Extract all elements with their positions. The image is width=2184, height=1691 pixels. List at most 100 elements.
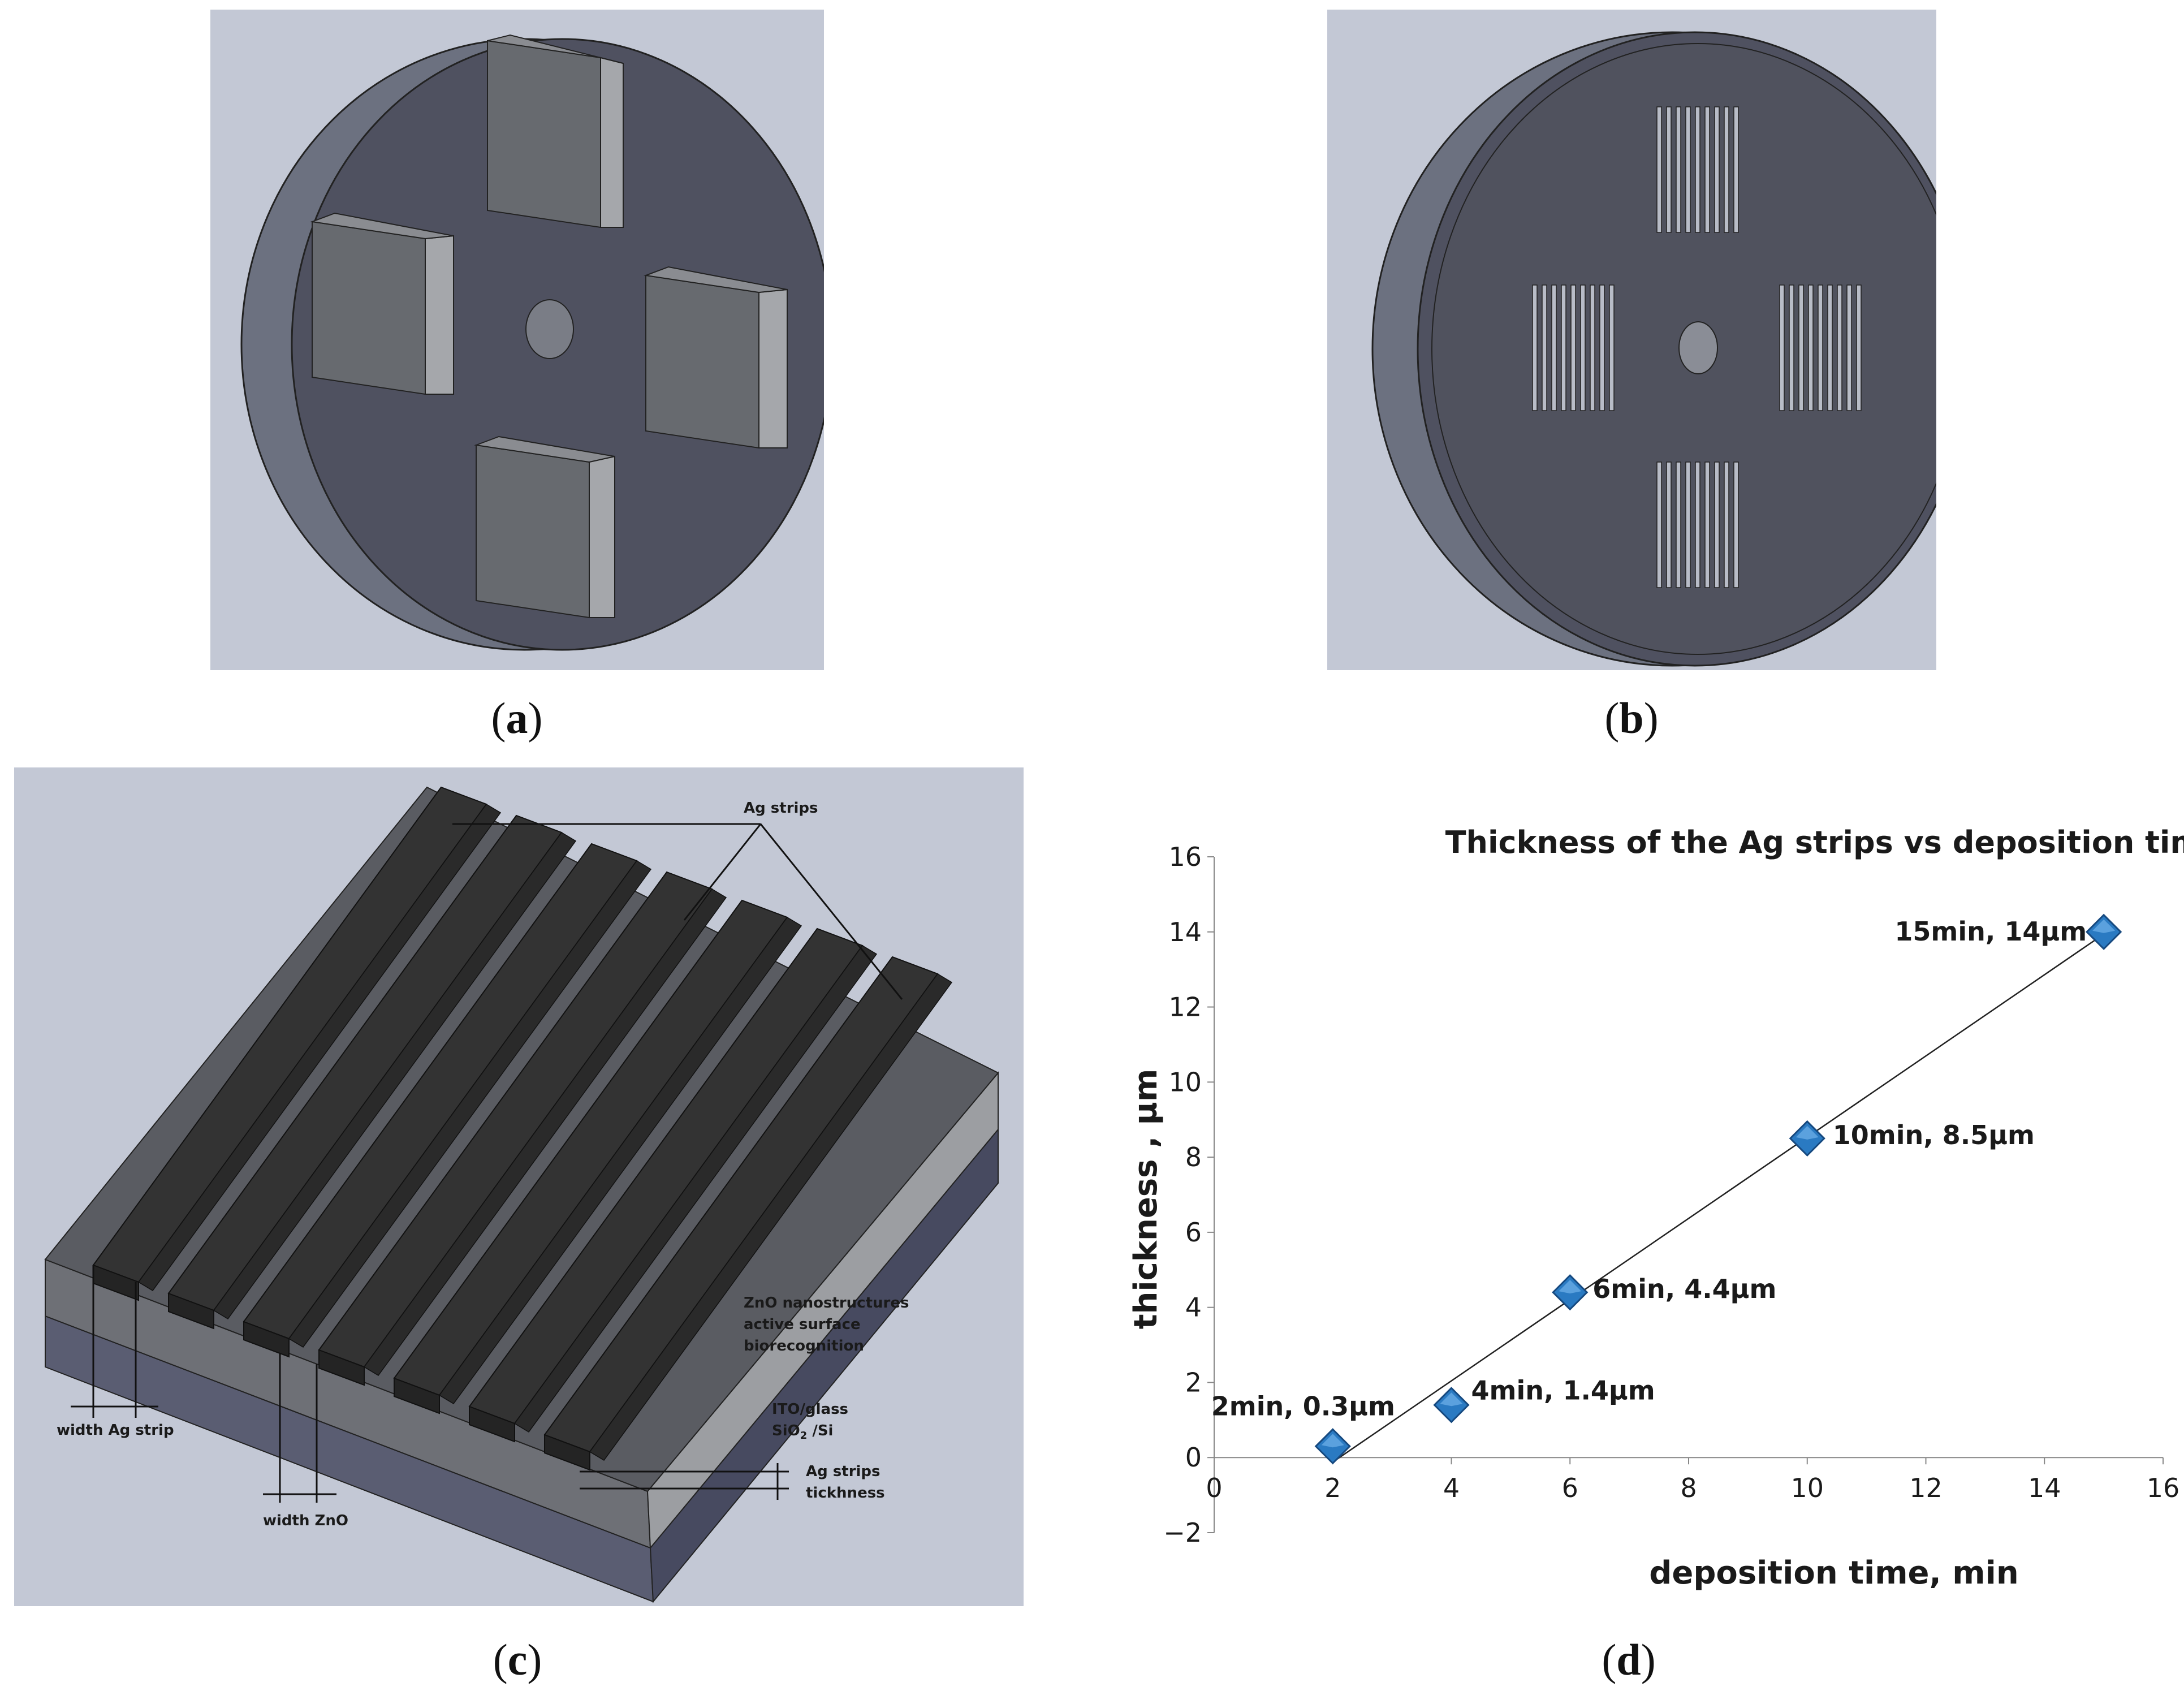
panel-c-sensor-diagram: Ag strips ZnO nanostructures active surf… [14,767,1024,1606]
ag-strips [92,786,953,1471]
slot [1704,461,1710,588]
slot [1724,106,1729,233]
slot [1733,461,1739,588]
label-zno-line1: ZnO nanostructures [744,1295,909,1312]
label-ito-glass: ITO/glass [772,1401,848,1418]
slot [1561,284,1566,411]
panel-a-disk-pads [210,10,824,670]
slot [1685,106,1691,233]
label-sio2-si: SiO2 /Si [772,1422,833,1442]
label-zno-line3: biorecognition [744,1338,864,1354]
y-tick-label: 0 [1185,1442,1202,1473]
x-tick-label: 4 [1443,1473,1460,1503]
y-tick-label: −2 [1163,1517,1202,1548]
x-tick-label: 6 [1562,1473,1578,1503]
ag-strip [393,899,802,1414]
slot [1656,106,1662,233]
slot [1789,284,1794,411]
slot [1818,284,1823,411]
slot [1827,284,1833,411]
trendline [1332,933,2104,1463]
y-tick-label: 2 [1185,1367,1202,1397]
y-tick-label: 8 [1185,1142,1202,1172]
ag-strip-end [544,1434,590,1471]
slot [1656,461,1662,588]
thickness-chart: Thickness of the Ag strips vs deposition… [1128,825,2184,1591]
slot [1695,461,1700,588]
panel-b-disk-slots [1327,10,1936,670]
slot [1704,106,1710,233]
data-label: 2min, 0.3µm [1211,1391,1395,1421]
slot [1666,106,1672,233]
ag-strip-side [137,804,502,1291]
label-zno-line2: active surface [744,1316,861,1333]
data-label: 15min, 14µm [1894,916,2087,947]
label-width-zno: width ZnO [263,1512,348,1529]
x-tick-label: 2 [1324,1473,1341,1503]
annotation-lines [71,823,903,1503]
label-thickness-line2: tickhness [806,1485,885,1502]
slot [1733,106,1739,233]
data-point-highlight [1321,1434,1344,1448]
ag-strip-end [318,1349,365,1386]
caption-c: (c) [493,1635,542,1684]
ag-strip-end [243,1321,290,1358]
slot [1599,284,1605,411]
center-hole [525,299,574,359]
slot [1570,284,1576,411]
slot [1676,106,1681,233]
slot [1846,284,1852,411]
ag-strip [167,814,577,1330]
y-tick-label: 14 [1168,917,1202,947]
slot [1609,284,1615,411]
data-point-highlight [1795,1125,1819,1140]
slot [1714,461,1720,588]
label-thickness-line1: Ag strips [806,1463,880,1480]
slot [1837,284,1842,411]
ag-strip-side [213,832,577,1319]
x-tick-label: 10 [1790,1473,1824,1503]
slot [1856,284,1862,411]
slot [1580,284,1586,411]
pad-right [644,266,788,449]
slot [1590,284,1595,411]
slot [1676,461,1681,588]
x-tick-label: 16 [2147,1473,2180,1503]
ag-strip-side [513,945,878,1433]
caption-a: (a) [491,693,543,743]
y-tick-label: 6 [1185,1217,1202,1248]
y-tick-label: 4 [1185,1292,1202,1323]
slot [1724,461,1729,588]
caption-b: (b) [1604,693,1659,743]
y-axis-label: thickness , µm [1128,1069,1164,1330]
slot-group-right [1779,284,1862,411]
ag-strip-side [363,888,727,1376]
data-label: 4min, 1.4µm [1471,1375,1655,1405]
y-tick-label: 10 [1168,1067,1202,1097]
sensor-diagram-render: Ag strips ZnO nanostructures active surf… [14,767,1024,1606]
ag-strip [318,871,727,1386]
slot [1542,284,1547,411]
slot [1808,284,1814,411]
data-point-highlight [2092,919,2116,933]
x-axis-label: deposition time, min [1649,1555,2018,1591]
caption-d: (d) [1602,1635,1656,1684]
chart-title: Thickness of the Ag strips vs deposition… [1445,825,2184,860]
ag-strip [92,786,502,1301]
ag-strip-side [288,860,652,1348]
label-width-ag-strip: width Ag strip [57,1422,174,1439]
ag-strip [243,843,652,1358]
ag-strip-end [168,1292,214,1330]
slot-group-bottom [1656,461,1739,588]
x-tick-label: 0 [1206,1473,1222,1503]
pad-top [487,34,624,228]
center-hole [1678,321,1718,374]
label-ag-strips: Ag strips [744,800,818,817]
x-tick-label: 12 [1909,1473,1943,1503]
chart-marks: 2min, 0.3µm 4min, 1.4µm 6min, 4.4µm 10min, … [1211,913,2122,1465]
x-tick-label: 8 [1680,1473,1697,1503]
data-point-highlight [1440,1392,1463,1407]
data-label: 6min, 4.4µm [1592,1274,1776,1304]
slot [1714,106,1720,233]
